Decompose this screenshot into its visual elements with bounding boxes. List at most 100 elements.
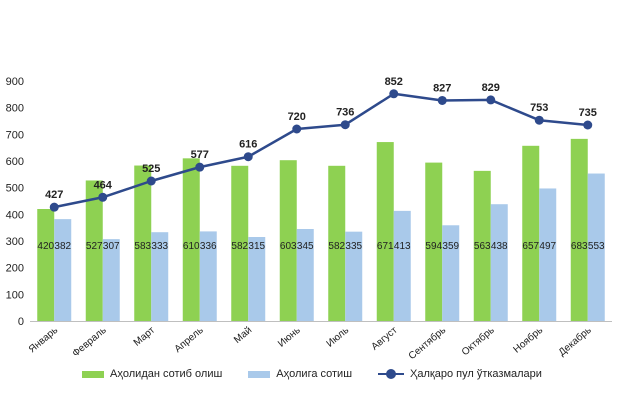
data-label-transfers: 525	[142, 163, 160, 175]
bar-sales	[345, 231, 363, 321]
data-label-sales: 307	[103, 241, 120, 252]
legend-label-transfers: Ҳалқаро пул ўтказмалари	[410, 368, 542, 380]
line-transfers	[54, 92, 588, 209]
data-label-transfers: 736	[336, 107, 354, 119]
y-tick-label: 600	[6, 156, 24, 168]
point-transfers	[583, 120, 593, 130]
bar-sales	[442, 225, 460, 321]
y-tick-label: 0	[18, 316, 24, 328]
legend-item-transfers: Ҳалқаро пул ўтказмалари	[378, 368, 542, 380]
point-transfers	[389, 89, 399, 99]
data-label-purchase: 610	[183, 241, 200, 252]
bar-sales	[151, 232, 169, 321]
y-tick-label: 200	[6, 263, 24, 275]
x-tick-label: Октябрь	[459, 324, 496, 358]
data-label-purchase: 594	[425, 241, 442, 252]
x-tick-label: Май	[232, 325, 254, 346]
bar-sales	[587, 173, 605, 321]
bar-purchase	[570, 138, 588, 321]
bar-purchase	[376, 142, 394, 321]
data-label-transfers: 616	[239, 139, 257, 151]
point-transfers	[49, 202, 59, 212]
bar-purchase	[522, 145, 540, 321]
point-transfers	[98, 192, 108, 202]
data-label-purchase: 671	[377, 241, 394, 252]
point-transfers	[146, 176, 156, 186]
x-tick-label: Ноябрь	[511, 324, 545, 355]
data-label-transfers: 829	[482, 82, 500, 94]
data-label-sales: 335	[345, 241, 362, 252]
data-label-transfers: 577	[191, 149, 209, 161]
data-label-sales: 553	[588, 241, 605, 252]
data-label-purchase: 582	[328, 241, 345, 252]
legend-item-purchase: Аҳолидан сотиб олиш	[82, 368, 222, 380]
legend-swatch-transfers	[378, 369, 405, 379]
point-transfers	[292, 124, 302, 134]
data-label-sales: 413	[394, 241, 411, 252]
bar-sales	[54, 219, 72, 321]
data-label-transfers: 720	[288, 111, 306, 123]
bar-sales	[539, 188, 557, 321]
bar-purchase	[328, 165, 346, 321]
data-label-transfers: 827	[433, 82, 451, 94]
x-tick-label: Июль	[325, 325, 352, 350]
x-tick-label: Сентябрь	[406, 324, 448, 362]
bar-sales	[102, 239, 120, 321]
x-tick-label: Август	[370, 325, 400, 353]
data-label-transfers: 852	[385, 76, 403, 88]
data-label-purchase: 583	[134, 241, 151, 252]
legend: Аҳолидан сотиб олиш Аҳолига сотиш Ҳалқар…	[0, 368, 624, 380]
data-label-purchase: 527	[86, 241, 103, 252]
data-label-sales: 336	[200, 241, 217, 252]
data-label-sales: 333	[151, 241, 168, 252]
data-label-transfers: 427	[45, 189, 63, 201]
bar-sales	[490, 204, 508, 321]
bar-purchase	[37, 209, 55, 321]
data-label-transfers: 753	[530, 102, 548, 114]
point-transfers	[534, 115, 544, 125]
bar-purchase	[85, 180, 103, 321]
legend-label-purchase: Аҳолидан сотиб олиш	[110, 368, 223, 380]
x-tick-label: Февраль	[70, 325, 108, 360]
y-tick-label: 400	[6, 209, 24, 221]
y-tick-label: 500	[6, 183, 24, 195]
bar-sales	[393, 210, 411, 321]
legend-label-sales: Аҳолига сотиш	[276, 368, 353, 380]
bar-sales	[199, 231, 217, 321]
x-tick-label: Июнь	[276, 325, 303, 350]
data-label-purchase: 683	[571, 241, 588, 252]
legend-swatch-purchase	[82, 370, 105, 378]
y-tick-label: 300	[6, 236, 24, 248]
bar-purchase	[231, 165, 249, 321]
data-label-sales: 345	[297, 241, 314, 252]
legend-swatch-sales	[248, 370, 271, 378]
data-label-purchase: 657	[522, 241, 539, 252]
point-transfers	[340, 120, 350, 130]
data-label-purchase: 603	[280, 241, 297, 252]
data-label-sales: 497	[539, 241, 556, 252]
point-transfers	[437, 95, 447, 105]
y-tick-label: 100	[6, 289, 24, 301]
bar-purchase	[182, 158, 200, 321]
data-label-sales: 382	[54, 241, 71, 252]
data-label-sales: 359	[442, 241, 459, 252]
bar-purchase	[425, 162, 443, 321]
bar-purchase	[279, 160, 297, 321]
bar-sales	[248, 237, 266, 321]
legend-item-sales: Аҳолига сотиш	[248, 368, 352, 380]
data-label-purchase: 582	[231, 241, 248, 252]
point-transfers	[195, 162, 205, 172]
x-tick-label: Апрель	[173, 325, 206, 355]
x-tick-label: Январь	[27, 325, 60, 355]
point-transfers	[486, 95, 496, 105]
data-label-purchase: 420	[37, 241, 54, 252]
data-label-sales: 438	[491, 241, 508, 252]
y-tick-label: 900	[6, 76, 24, 88]
data-label-purchase: 563	[474, 241, 491, 252]
point-transfers	[243, 152, 253, 162]
bar-purchase	[134, 165, 152, 321]
data-label-sales: 315	[248, 241, 265, 252]
x-tick-label: Декабрь	[556, 324, 594, 358]
bar-sales	[296, 229, 314, 321]
